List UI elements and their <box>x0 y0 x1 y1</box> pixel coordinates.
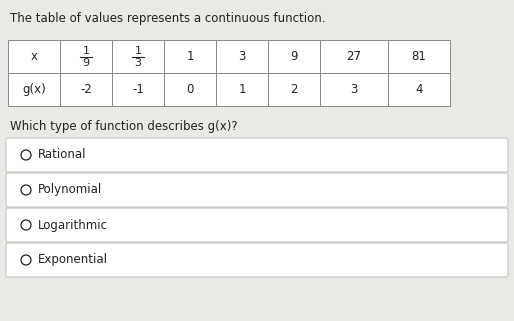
Text: 3: 3 <box>238 50 246 63</box>
Text: Logarithmic: Logarithmic <box>38 219 108 231</box>
FancyBboxPatch shape <box>6 138 508 172</box>
Text: The table of values represents a continuous function.: The table of values represents a continu… <box>10 12 325 25</box>
Text: 1: 1 <box>83 47 89 56</box>
Bar <box>268 73 320 106</box>
Bar <box>216 40 268 73</box>
Circle shape <box>21 185 31 195</box>
Text: 2: 2 <box>290 83 298 96</box>
Bar <box>320 40 388 73</box>
Text: 1: 1 <box>238 83 246 96</box>
FancyBboxPatch shape <box>6 173 508 207</box>
FancyBboxPatch shape <box>6 243 508 277</box>
Text: 1: 1 <box>186 50 194 63</box>
Text: 3: 3 <box>135 58 141 68</box>
Text: Polynomial: Polynomial <box>38 184 102 196</box>
Text: -2: -2 <box>80 83 92 96</box>
Text: x: x <box>30 50 38 63</box>
Bar <box>60 40 112 73</box>
Text: Which type of function describes g(x)?: Which type of function describes g(x)? <box>10 120 237 133</box>
Circle shape <box>21 150 31 160</box>
Bar <box>320 73 388 106</box>
Text: -1: -1 <box>132 83 144 96</box>
Text: Exponential: Exponential <box>38 254 108 266</box>
Text: 27: 27 <box>346 50 361 63</box>
Circle shape <box>21 220 31 230</box>
Bar <box>8 40 60 73</box>
Text: Rational: Rational <box>38 149 86 161</box>
Bar <box>112 73 164 106</box>
Text: 81: 81 <box>412 50 427 63</box>
Text: 1: 1 <box>135 47 141 56</box>
Text: 3: 3 <box>351 83 358 96</box>
Text: 9: 9 <box>290 50 298 63</box>
Text: 9: 9 <box>82 58 89 68</box>
Bar <box>388 73 450 106</box>
Bar <box>164 40 216 73</box>
Text: g(x): g(x) <box>22 83 46 96</box>
Text: 0: 0 <box>186 83 194 96</box>
Circle shape <box>21 255 31 265</box>
Text: 4: 4 <box>415 83 423 96</box>
Bar <box>8 73 60 106</box>
Bar <box>60 73 112 106</box>
Bar <box>388 40 450 73</box>
Bar <box>164 73 216 106</box>
Bar <box>216 73 268 106</box>
Bar <box>268 40 320 73</box>
FancyBboxPatch shape <box>6 208 508 242</box>
Bar <box>112 40 164 73</box>
